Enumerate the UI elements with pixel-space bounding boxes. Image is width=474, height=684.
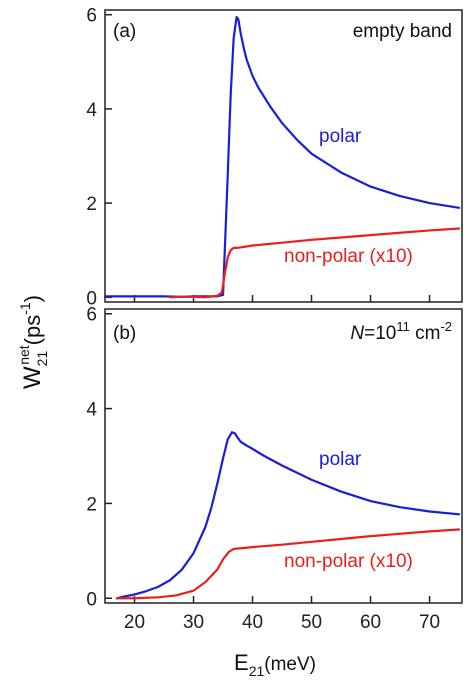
panel-a-nonpolar-line: [168, 227, 461, 299]
panel-b-xtick-label-20: 20: [124, 612, 145, 633]
panel-a-ytick-label-4: 4: [86, 100, 97, 121]
panel-a-label: (a): [113, 21, 136, 42]
panel-b-xtick-label-50: 50: [301, 612, 322, 633]
y-axis-title-unit-sup: -1: [17, 302, 33, 315]
x-axis-title-unit: (meV): [264, 654, 316, 675]
panel-b-polar-label: polar: [319, 449, 362, 470]
panel-b-ytick-label-2: 2: [86, 494, 97, 515]
panel-b-xtick-label-60: 60: [360, 612, 381, 633]
panel-b-yticks: 0 2 4 6: [86, 305, 112, 610]
panel-b-xtick-label-30: 30: [183, 612, 204, 633]
y-axis-title-sub: 21: [34, 351, 50, 367]
panel-b-annotation-n: N: [350, 323, 364, 344]
panel-b-frame: [104, 308, 463, 604]
panel-b-annotation-sup2: -2: [440, 319, 452, 334]
panel-b-xticks: 20 30 40 50 60 70: [124, 596, 440, 633]
panel-a-frame: [104, 9, 463, 303]
panel-b-annotation: N=1011 cm-2: [350, 319, 452, 344]
panel-b-nonpolar-label: non-polar (x10): [284, 551, 413, 572]
panel-a: (a) empty band 0 2 4 6 polar non-polar (x10…: [86, 6, 463, 309]
panel-a-polar-label: polar: [319, 126, 362, 147]
panel-a-series: [103, 15, 461, 299]
panel-a-nonpolar-label: non-polar (x10): [284, 246, 413, 267]
y-axis-title: W21net(ps-1): [16, 295, 50, 389]
panel-a-yticks: 0 2 4 6: [86, 6, 112, 309]
panel-b-annotation-main: =10: [364, 323, 396, 344]
y-axis-title-unit-close: ): [20, 295, 45, 302]
x-axis-title: E21(meV): [234, 650, 316, 679]
panel-b-annotation-unit: cm: [410, 323, 441, 344]
panel-a-ytick-label-0: 0: [86, 288, 97, 309]
panel-a-ytick-label-6: 6: [86, 6, 97, 27]
panel-b-xtick-label-40: 40: [242, 612, 263, 633]
panel-b-ytick-label-4: 4: [86, 400, 97, 421]
x-axis-title-sub: 21: [249, 663, 265, 679]
panel-b-annotation-sup1: 11: [396, 319, 410, 334]
panel-b-series: [115, 431, 461, 600]
y-axis-title-sup: net: [16, 345, 32, 365]
panel-b-label: (b): [113, 323, 136, 344]
y-axis-title-main: W: [19, 366, 46, 389]
panel-b-ytick-label-0: 0: [86, 589, 97, 610]
panel-b-xtick-label-70: 70: [419, 612, 440, 633]
panel-a-annotation: empty band: [353, 21, 452, 42]
panel-b-polar-line: [115, 431, 461, 600]
panel-b-ytick-label-6: 6: [86, 305, 97, 326]
panel-a-ytick-label-2: 2: [86, 194, 97, 215]
y-axis-title-unit-open: (ps: [20, 315, 45, 346]
x-axis-title-main: E: [234, 650, 249, 675]
panel-b-nonpolar-line: [115, 528, 461, 600]
